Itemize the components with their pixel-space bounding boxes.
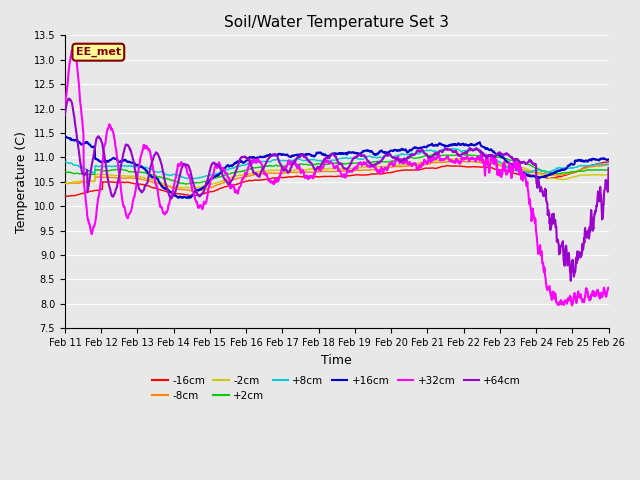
Text: EE_met: EE_met <box>76 47 121 57</box>
Title: Soil/Water Temperature Set 3: Soil/Water Temperature Set 3 <box>224 15 449 30</box>
Y-axis label: Temperature (C): Temperature (C) <box>15 131 28 233</box>
Legend: -16cm, -8cm, -2cm, +2cm, +8cm, +16cm, +32cm, +64cm: -16cm, -8cm, -2cm, +2cm, +8cm, +16cm, +3… <box>148 372 525 405</box>
X-axis label: Time: Time <box>321 354 352 367</box>
